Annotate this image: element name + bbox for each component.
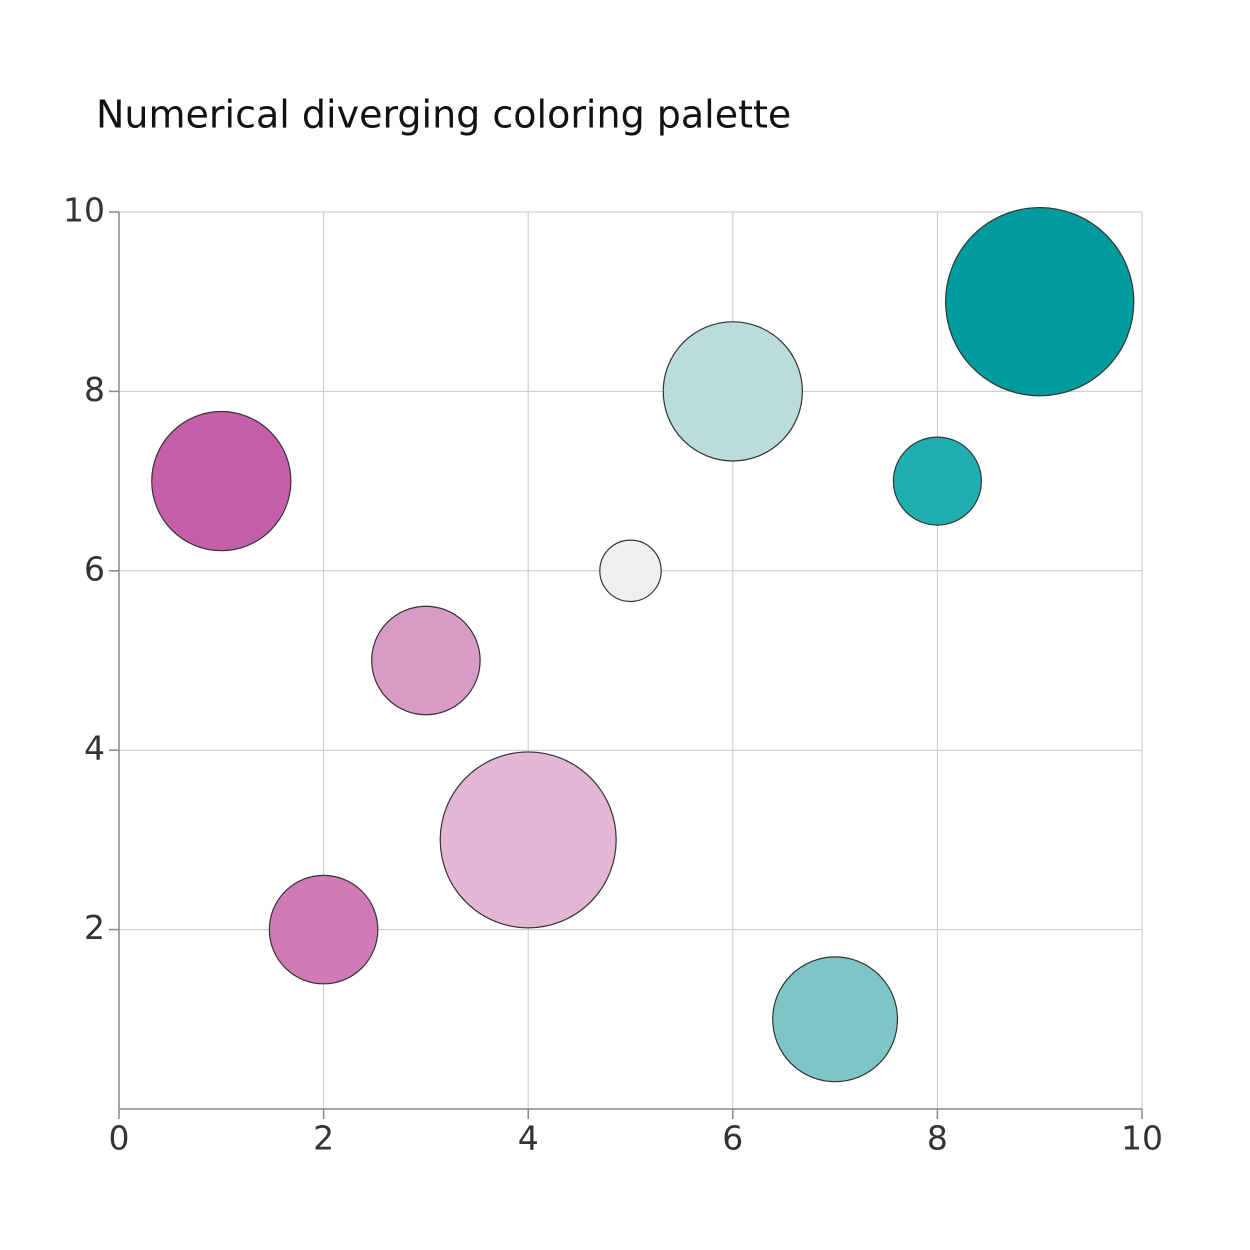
y-tick-label: 10 [63, 191, 105, 230]
bubble [892, 436, 982, 526]
chart-title: Numerical diverging coloring palette [96, 93, 791, 137]
x-tick-label: 8 [927, 1119, 948, 1158]
y-tick-label: 6 [84, 549, 105, 588]
bubble [439, 751, 617, 929]
y-tick-label: 4 [84, 729, 105, 768]
y-tick-label: 8 [84, 370, 105, 409]
x-tick-label: 4 [518, 1119, 539, 1158]
x-tick-label: 0 [109, 1119, 130, 1158]
bubble [599, 539, 662, 603]
bubble [662, 321, 803, 462]
x-tick-label: 10 [1121, 1119, 1163, 1158]
x-tick-label: 2 [313, 1119, 334, 1158]
bubble [151, 410, 292, 552]
bubble [944, 206, 1135, 397]
x-tick-label: 6 [722, 1119, 743, 1158]
bubble [371, 605, 481, 716]
y-tick-label: 2 [84, 908, 105, 947]
bubble [772, 956, 899, 1083]
bubble [268, 874, 379, 985]
